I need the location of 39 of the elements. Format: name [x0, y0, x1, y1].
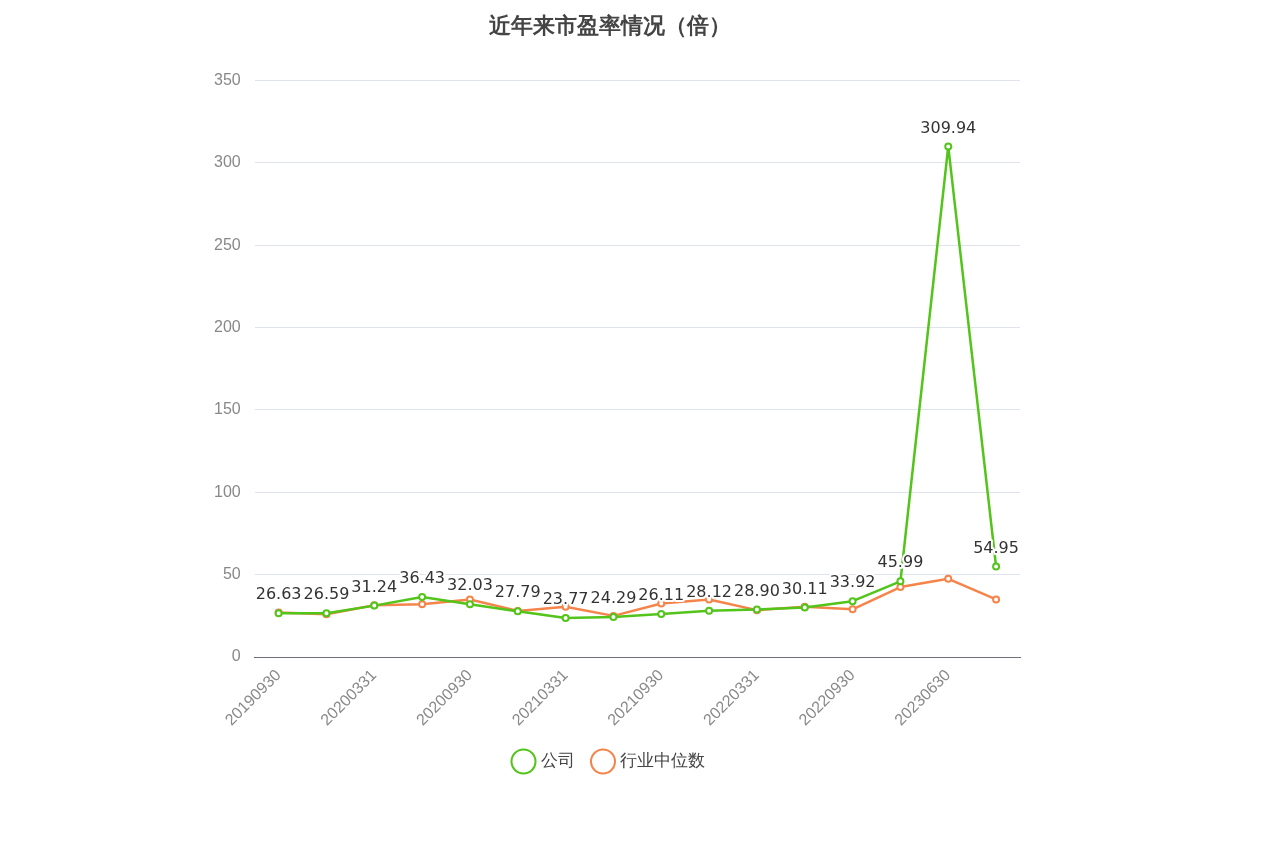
- y-tick-label: 250: [213, 235, 241, 253]
- data-label: 24.29: [590, 588, 637, 608]
- data-label: 26.63: [255, 584, 302, 604]
- point: [561, 613, 570, 622]
- data-label: 26.11: [638, 585, 685, 605]
- data-label: 31.24: [351, 576, 398, 596]
- point: [705, 606, 714, 615]
- data-label: 33.92: [829, 572, 876, 592]
- point: [418, 600, 427, 609]
- point: [848, 605, 857, 614]
- data-label: 23.77: [542, 589, 589, 609]
- legend-label: 行业中位数: [620, 751, 705, 771]
- point: [896, 583, 905, 592]
- point: [657, 610, 666, 619]
- y-tick-label: 200: [213, 317, 241, 335]
- data-label: 309.94: [920, 117, 977, 137]
- point: [896, 577, 905, 586]
- y-tick-label: 300: [213, 153, 241, 171]
- point: [992, 595, 1001, 604]
- legend-label: 公司: [540, 751, 575, 771]
- point: [944, 142, 953, 151]
- point: [465, 600, 474, 609]
- point: [418, 593, 427, 602]
- data-label: 30.11: [781, 578, 828, 598]
- point: [944, 574, 953, 583]
- data-label: 32.03: [447, 575, 493, 595]
- y-tick-label: 100: [213, 482, 241, 500]
- chart-title: 近年来市盈率情况（倍）: [488, 12, 731, 38]
- data-label: 28.12: [686, 581, 732, 601]
- y-tick-label: 150: [213, 400, 241, 418]
- data-label: 36.43: [399, 568, 446, 588]
- y-tick-label: 350: [213, 70, 241, 88]
- point: [848, 597, 857, 606]
- y-tick-label: 50: [222, 565, 241, 583]
- data-label: 27.79: [494, 582, 541, 602]
- data-label: 28.90: [734, 580, 780, 600]
- point: [992, 562, 1001, 571]
- y-tick-label: 0: [231, 647, 241, 665]
- data-label: 26.59: [303, 584, 350, 604]
